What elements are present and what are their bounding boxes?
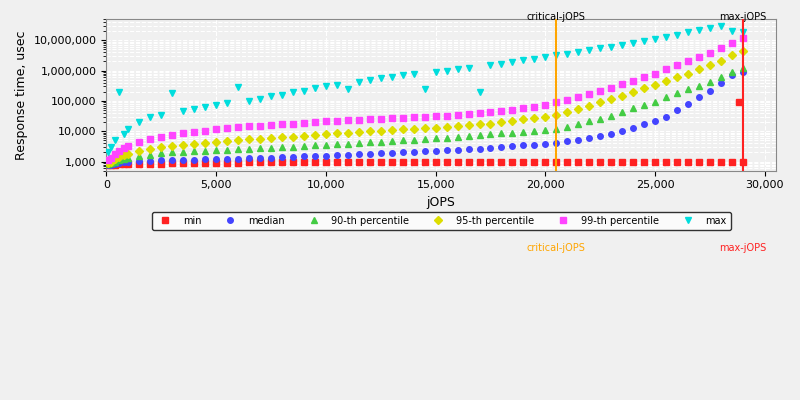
min [387, 159, 397, 164]
Line: 90-th percentile: 90-th percentile [105, 65, 746, 167]
Legend: min, median, 90-th percentile, 95-th percentile, 99-th percentile, max: min, median, 90-th percentile, 95-th per… [152, 212, 730, 230]
median [474, 146, 484, 151]
max [244, 98, 254, 103]
median [200, 157, 210, 162]
max [650, 36, 660, 41]
95-th percentile [123, 152, 133, 156]
95-th percentile [104, 160, 114, 165]
99-th percentile [200, 128, 210, 133]
90-th percentile [200, 148, 210, 153]
Text: critical-jOPS: critical-jOPS [527, 243, 586, 253]
Line: min: min [106, 100, 746, 168]
Line: 95-th percentile: 95-th percentile [106, 48, 746, 166]
99-th percentile [738, 36, 748, 40]
95-th percentile [738, 48, 748, 53]
95-th percentile [727, 53, 737, 58]
max [104, 150, 114, 155]
Text: critical-jOPS: critical-jOPS [527, 12, 586, 22]
95-th percentile [650, 82, 660, 87]
Text: max-jOPS: max-jOPS [719, 243, 766, 253]
max [200, 104, 210, 109]
min [277, 160, 286, 164]
max [738, 30, 748, 35]
99-th percentile [727, 41, 737, 46]
median [123, 159, 133, 164]
90-th percentile [650, 99, 660, 104]
95-th percentile [200, 140, 210, 145]
min [541, 159, 550, 164]
99-th percentile [474, 110, 484, 115]
99-th percentile [244, 124, 254, 129]
max [474, 89, 484, 94]
median [244, 156, 254, 161]
median [650, 118, 660, 123]
90-th percentile [244, 146, 254, 151]
Line: median: median [106, 69, 746, 168]
Line: max: max [105, 22, 746, 156]
max [123, 126, 133, 131]
median [727, 73, 737, 78]
min [255, 160, 265, 165]
min [104, 163, 114, 168]
Line: 99-th percentile: 99-th percentile [106, 35, 746, 163]
90-th percentile [727, 70, 737, 74]
min [734, 100, 743, 105]
Text: max-jOPS: max-jOPS [719, 12, 766, 22]
95-th percentile [474, 122, 484, 127]
min [409, 159, 418, 164]
Y-axis label: Response time, usec: Response time, usec [15, 30, 28, 160]
99-th percentile [123, 144, 133, 148]
90-th percentile [104, 161, 114, 166]
99-th percentile [104, 158, 114, 163]
90-th percentile [474, 133, 484, 138]
min [738, 159, 748, 164]
90-th percentile [738, 66, 748, 70]
X-axis label: jOPS: jOPS [426, 196, 455, 209]
95-th percentile [244, 137, 254, 142]
median [738, 70, 748, 74]
90-th percentile [123, 156, 133, 160]
99-th percentile [650, 71, 660, 76]
min [727, 159, 737, 164]
max [398, 73, 407, 78]
median [104, 163, 114, 168]
max [716, 23, 726, 28]
